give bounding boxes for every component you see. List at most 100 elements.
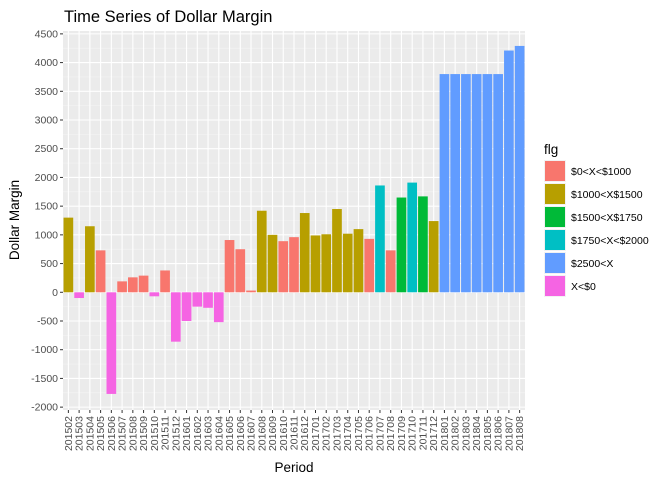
legend-swatch <box>545 276 565 296</box>
x-tick-label: 201507 <box>117 416 129 451</box>
bar-201706 <box>364 238 375 293</box>
y-tick-label: 500 <box>40 258 58 270</box>
x-tick-label: 201607 <box>246 416 258 451</box>
x-tick-label: 201502 <box>63 416 75 451</box>
legend-label: $2500<X <box>571 258 613 270</box>
legend-label: $0<X<$1000 <box>571 166 631 178</box>
bar-201607 <box>246 290 256 293</box>
x-tick-label: 201709 <box>396 416 408 451</box>
bar-201503 <box>74 292 84 299</box>
y-tick-label: 2500 <box>35 143 59 155</box>
bar-201703 <box>332 209 342 293</box>
bar-201606 <box>235 249 246 293</box>
legend-swatch <box>545 207 565 227</box>
bar-201506 <box>106 292 117 394</box>
bar-201806 <box>493 74 503 293</box>
x-tick-label: 201604 <box>213 416 225 451</box>
bar-201701 <box>310 235 321 293</box>
bar-201602 <box>192 292 203 307</box>
x-tick-label: 201804 <box>471 416 483 451</box>
legend-title: flg <box>544 142 558 157</box>
x-tick-label: 201701 <box>310 416 322 451</box>
bar-201805 <box>482 74 493 293</box>
bar-201510 <box>149 292 160 297</box>
bar-201505 <box>95 250 106 293</box>
x-tick-label: 201708 <box>385 416 397 451</box>
x-tick-label: 201609 <box>267 416 279 451</box>
bar-201601 <box>181 292 192 321</box>
x-tick-label: 201603 <box>203 416 215 451</box>
bar-201605 <box>224 240 235 293</box>
bar-201705 <box>353 229 364 293</box>
x-tick-label: 201806 <box>493 416 505 451</box>
bar-201802 <box>450 74 460 293</box>
x-tick-label: 201802 <box>450 416 462 451</box>
bar-201609 <box>267 234 278 293</box>
y-tick-label: 4500 <box>35 28 59 40</box>
x-tick-label: 201703 <box>331 416 343 451</box>
legend-label: $1750<X<$2000 <box>571 235 649 247</box>
y-tick-label: -1000 <box>31 344 58 356</box>
x-tick-label: 201508 <box>127 416 139 451</box>
bar-201611 <box>289 237 299 293</box>
x-tick-label: 201505 <box>95 416 107 451</box>
bar-201707 <box>375 185 385 293</box>
x-tick-label: 201704 <box>342 416 354 451</box>
x-tick-label: 201610 <box>278 416 290 451</box>
legend-swatch <box>545 253 565 273</box>
x-tick-label: 201710 <box>407 416 419 451</box>
bar-201507 <box>117 281 127 293</box>
bar-201504 <box>85 226 95 293</box>
bar-201511 <box>160 270 170 293</box>
x-tick-label: 201511 <box>160 416 172 450</box>
x-tick-label: 201808 <box>514 416 526 451</box>
bar-201612 <box>299 213 310 293</box>
y-tick-label: 2000 <box>35 172 59 184</box>
x-tick-label: 201705 <box>353 416 365 451</box>
bar-201807 <box>504 50 514 293</box>
bar-201702 <box>321 234 332 293</box>
y-tick-label: -2000 <box>31 402 58 414</box>
bar-201709 <box>396 197 407 293</box>
x-tick-label: 201706 <box>364 416 376 451</box>
x-tick-label: 201506 <box>106 416 118 451</box>
bar-201604 <box>213 292 224 323</box>
y-tick-label: 1500 <box>35 201 59 213</box>
y-axis-title: Dollar Margin <box>7 180 22 260</box>
bar-201704 <box>342 233 353 293</box>
y-tick-label: -1500 <box>31 373 58 385</box>
bar-201509 <box>138 275 149 293</box>
bar-201801 <box>439 74 450 293</box>
x-tick-label: 201602 <box>192 416 204 451</box>
x-tick-label: 201712 <box>428 416 440 451</box>
bar-201711 <box>418 196 428 293</box>
bar-201710 <box>407 182 418 293</box>
y-tick-label: 1000 <box>35 229 59 241</box>
legend-label: $1500<X$1750 <box>571 212 643 224</box>
x-tick-label: 201503 <box>74 416 86 451</box>
y-tick-label: 3500 <box>35 86 59 98</box>
legend-swatch <box>545 161 565 181</box>
x-tick-label: 201606 <box>235 416 247 451</box>
x-tick-label: 201707 <box>374 416 386 451</box>
x-tick-label: 201803 <box>460 416 472 451</box>
bar-201508 <box>128 277 138 293</box>
x-axis-title: Period <box>274 460 313 475</box>
x-tick-label: 201512 <box>170 416 182 451</box>
bar-201502 <box>63 217 74 293</box>
x-tick-label: 201807 <box>503 416 515 451</box>
bar-201512 <box>170 292 181 342</box>
bar-201804 <box>471 74 482 293</box>
x-tick-label: 201509 <box>138 416 150 451</box>
x-tick-label: 201801 <box>439 416 451 451</box>
x-tick-label: 201702 <box>321 416 333 451</box>
x-tick-label: 201611 <box>289 416 301 450</box>
legend-label: $1000<X$1500 <box>571 189 643 201</box>
legend: flg $0<X<$1000 $1000<X$1500 $1500<X$1750 $1… <box>544 142 649 297</box>
plot-panel: -2000 -1500 -1000 -500 0 500 1000 1500 2000 2500 3… <box>31 28 526 451</box>
x-tick-label: 201504 <box>84 416 96 451</box>
legend-label: X<$0 <box>571 281 596 293</box>
y-tick-label: -500 <box>37 315 58 327</box>
